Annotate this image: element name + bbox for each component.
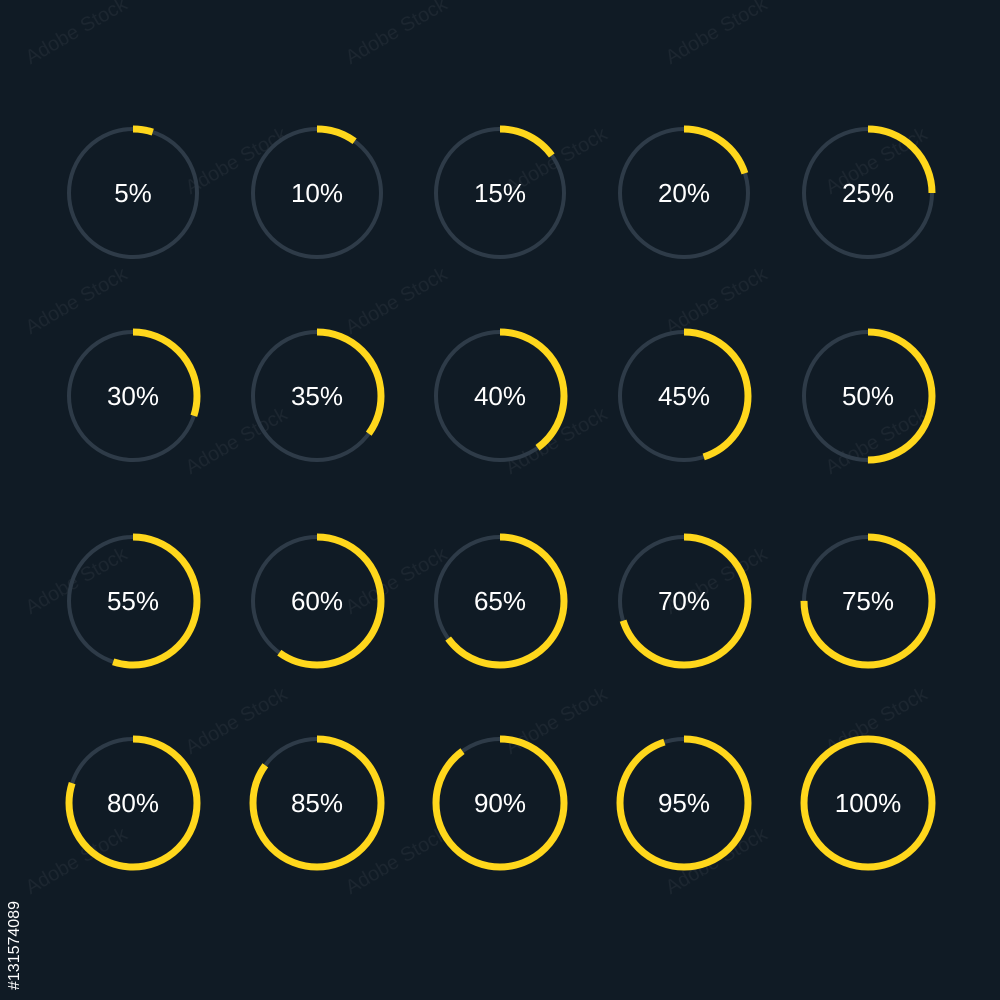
progress-ring: 70% [616, 533, 752, 669]
progress-ring-arc [65, 328, 201, 464]
progress-percent-label: 25% [842, 178, 894, 208]
progress-ring-arc [432, 735, 568, 871]
progress-percent-label: 45% [658, 381, 710, 411]
progress-ring-arc [65, 735, 201, 871]
progress-percent-label: 95% [658, 788, 710, 818]
progress-percent-label: 80% [107, 788, 159, 818]
progress-ring: 40% [432, 328, 568, 464]
progress-ring: 20% [616, 125, 752, 261]
progress-ring-arc [65, 533, 201, 669]
progress-ring-arc [432, 125, 568, 261]
progress-ring: 90% [432, 735, 568, 871]
progress-ring-arc [800, 735, 936, 871]
progress-percent-label: 55% [107, 586, 159, 616]
progress-ring: 55% [65, 533, 201, 669]
progress-ring: 25% [800, 125, 936, 261]
progress-ring: 10% [249, 125, 385, 261]
progress-percent-label: 40% [474, 381, 526, 411]
progress-percent-label: 65% [474, 586, 526, 616]
progress-ring-arc [800, 328, 936, 464]
progress-ring-arc [616, 533, 752, 669]
progress-ring-arc [800, 125, 936, 261]
progress-percent-label: 100% [835, 788, 902, 818]
progress-ring: 75% [800, 533, 936, 669]
progress-percent-label: 50% [842, 381, 894, 411]
progress-ring-arc [432, 533, 568, 669]
progress-percent-label: 35% [291, 381, 343, 411]
progress-percent-label: 60% [291, 586, 343, 616]
progress-ring: 5% [65, 125, 201, 261]
progress-ring-arc [249, 533, 385, 669]
progress-ring-arc [249, 735, 385, 871]
progress-ring: 35% [249, 328, 385, 464]
progress-percent-label: 15% [474, 178, 526, 208]
progress-percent-label: 10% [291, 178, 343, 208]
progress-ring: 80% [65, 735, 201, 871]
progress-percent-label: 90% [474, 788, 526, 818]
progress-ring-arc [432, 328, 568, 464]
progress-ring-arc [65, 125, 201, 261]
progress-ring: 30% [65, 328, 201, 464]
progress-percent-label: 5% [114, 178, 152, 208]
progress-ring: 60% [249, 533, 385, 669]
progress-ring-arc [249, 125, 385, 261]
progress-ring-arc [249, 328, 385, 464]
progress-percent-label: 20% [658, 178, 710, 208]
progress-percent-label: 70% [658, 586, 710, 616]
progress-percent-label: 85% [291, 788, 343, 818]
progress-percent-label: 75% [842, 586, 894, 616]
progress-ring-arc [616, 735, 752, 871]
progress-ring-arc [800, 533, 936, 669]
progress-ring: 50% [800, 328, 936, 464]
progress-ring: 100% [800, 735, 936, 871]
progress-ring: 65% [432, 533, 568, 669]
progress-ring: 15% [432, 125, 568, 261]
progress-ring: 95% [616, 735, 752, 871]
progress-ring: 85% [249, 735, 385, 871]
stock-id-label: #131574089 [6, 901, 23, 990]
progress-ring: 45% [616, 328, 752, 464]
progress-ring-arc [616, 328, 752, 464]
progress-ring-arc [616, 125, 752, 261]
progress-percent-label: 30% [107, 381, 159, 411]
